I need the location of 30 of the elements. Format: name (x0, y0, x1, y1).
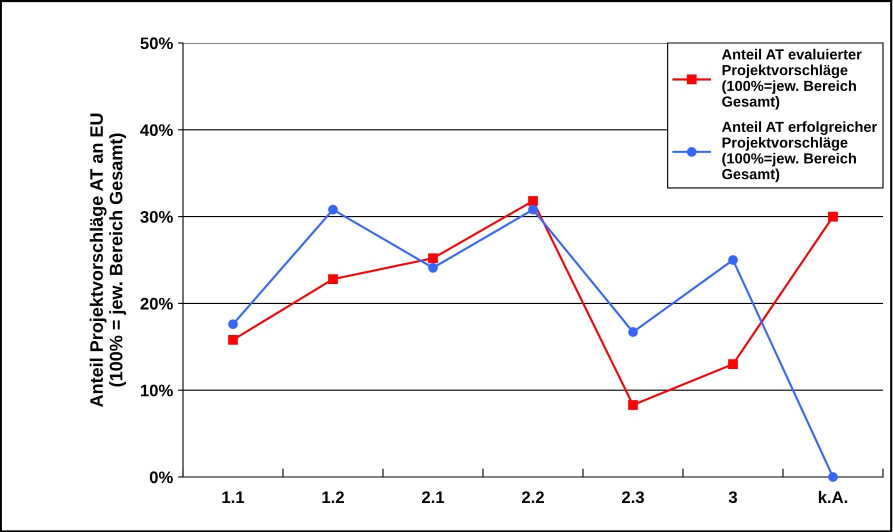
point (328, 204, 338, 215)
x-tick-label: 2.3 (622, 491, 644, 504)
y-tick-label: 0% (150, 471, 173, 484)
y-tick-label: 20% (140, 298, 173, 310)
point (428, 253, 438, 264)
point (328, 274, 338, 284)
y-axis-title: Anteil Projektvorschläge AT an EU (100% = jew. Bereich Gesamt) (90, 114, 126, 408)
point (428, 262, 438, 273)
point (828, 472, 838, 482)
y-tick-label: 40% (140, 124, 173, 136)
point (528, 196, 538, 206)
point (228, 334, 238, 345)
point (228, 319, 238, 330)
x-tick-label: k.A. (818, 490, 848, 503)
point (728, 359, 738, 370)
x-tick-label: 3 (728, 491, 738, 504)
point (728, 255, 738, 265)
y-tick-label: 10% (140, 384, 173, 396)
x-tick-label: 1.2 (322, 491, 344, 503)
point (528, 204, 538, 215)
y-tick-label: 30% (140, 211, 173, 223)
x-tick-label: 2.1 (422, 491, 444, 503)
point (628, 400, 638, 410)
point (828, 212, 838, 222)
x-tick-label: 1.1 (222, 492, 244, 503)
y-tick-label: 50% (140, 37, 173, 50)
point (628, 327, 638, 337)
legend-label: Anteil AT evaluierter Projektvorschläge (100%=jew. Bereich Gesamt) (722, 48, 862, 110)
legend-label: Anteil AT erfolgreicher Projektvorschläge (100%=jew. Bereich Gesamt) (722, 121, 877, 182)
x-tick-label: 2.2 (522, 491, 544, 503)
